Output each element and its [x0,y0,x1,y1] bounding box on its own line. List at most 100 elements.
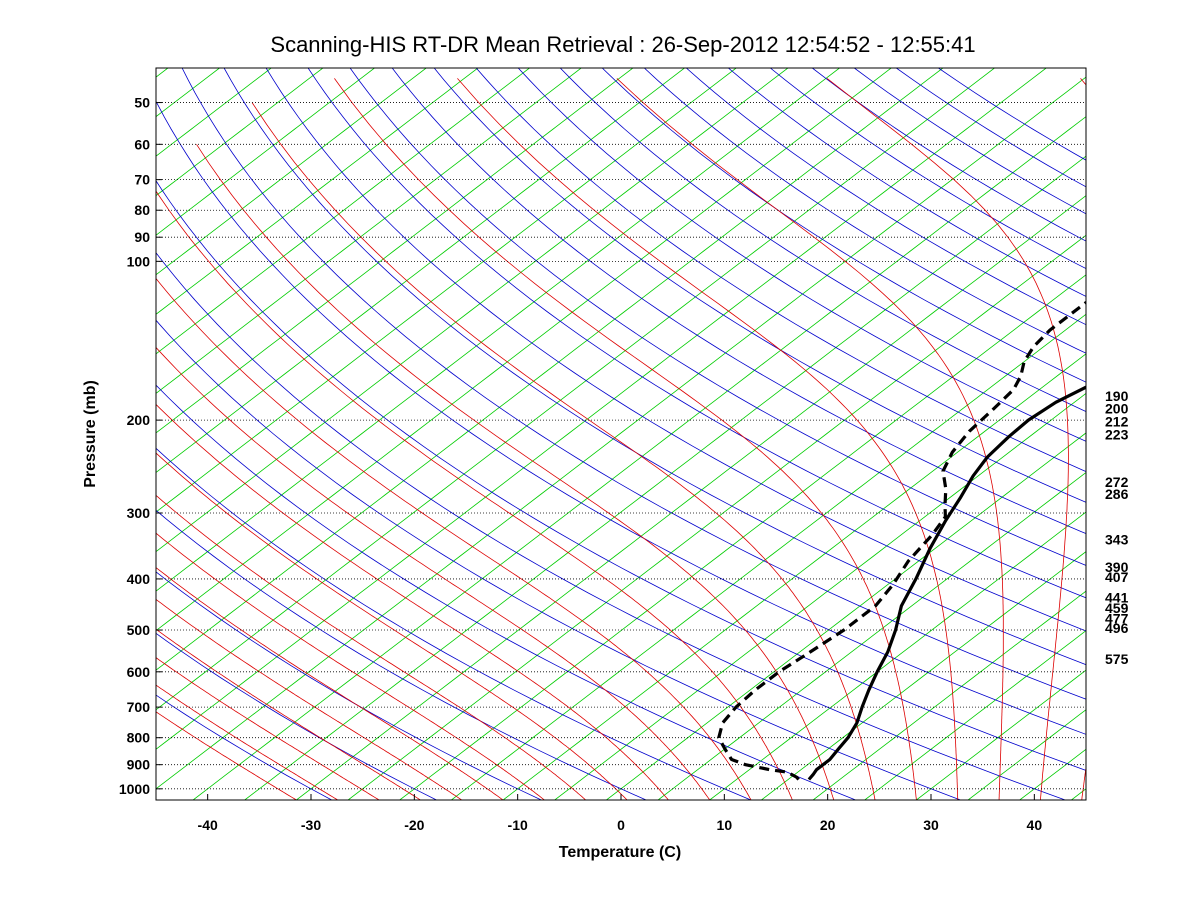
right-level-label: 407 [1105,569,1129,585]
chart-title: Scanning-HIS RT-DR Mean Retrieval : 26-S… [270,32,975,57]
y-tick-label: 600 [127,664,151,680]
moist-adiabat-line [156,277,752,800]
isotherm-line [916,669,1086,800]
right-level-label: 190 [1105,388,1129,404]
y-axis-label: Pressure (mb) [82,380,99,488]
x-tick-label: 20 [820,817,836,833]
y-tick-label: 200 [127,412,151,428]
isotherm-line [156,68,840,592]
right-level-label: 459 [1105,600,1129,616]
isotherm-line [156,68,427,276]
isotherm-line [156,68,1047,750]
moist-adiabat-line [156,567,504,800]
moist-adiabat-line [156,628,421,800]
isotherm-line [156,68,375,236]
pressure-grid [156,102,1086,790]
isotherm-line [156,68,324,197]
moist-adiabat-line [156,532,545,800]
moist-adiabat-line [156,452,628,800]
y-tick-label: 100 [127,253,151,269]
dry-adiabat-line [223,68,1086,666]
dry-adiabat-line [644,68,1086,354]
isotherm-line [657,472,1086,800]
temperature-profile-line [807,385,1086,781]
y-tick-label: 50 [134,95,150,111]
isotherm-line [156,68,634,434]
right-level-label: 441 [1105,590,1129,606]
moist-adiabat-line [251,102,876,800]
right-level-label: 477 [1105,610,1129,626]
moist-adiabat-line [156,711,297,800]
moist-adiabat-line [196,144,835,800]
dry-adiabat-line [265,68,1086,632]
dry-adiabat-line [156,319,961,800]
right-level-label: 272 [1105,474,1129,490]
dry-adiabat-line [517,68,1086,442]
isotherm-line [864,630,1086,800]
right-level-label: 390 [1105,559,1129,575]
dry-adiabat-line [770,68,1086,270]
x-tick-label: -20 [404,817,424,833]
isotherm-line [156,68,737,513]
y-axis: 50 60 70 80 90 100 200 300 400 500 600 700 800 900 100… [119,95,150,797]
isotherm-line [347,234,1086,800]
x-tick-label: -40 [198,817,218,833]
isotherm-line [451,313,1086,800]
isotherm-line [156,76,1086,790]
dewpoint-profile-line [717,300,1086,781]
dry-adiabat-line [156,179,1086,771]
right-level-label: 212 [1105,413,1129,429]
y-tick-label: 1000 [119,781,150,797]
dry-adiabat-line [156,632,437,800]
isotherm-line [296,195,1086,800]
plot-frame [155,67,1087,801]
dry-adiabat-line [475,68,1086,472]
dry-adiabat-line [156,447,751,800]
y-tick-label: 60 [134,136,150,152]
y-tick-label: 800 [127,730,151,746]
moist-adiabat-line [156,190,793,800]
dry-adiabat-line [896,68,1086,188]
x-axis: -40 -30 -20 -10 0 10 20 30 40 [198,794,1042,833]
isotherm-line [554,392,1086,800]
moist-adiabat-line [156,598,462,800]
y-tick-label: 80 [134,202,150,218]
dry-adiabat-line [156,571,542,800]
y-tick-label: 70 [134,172,150,188]
y-tick-label: 90 [134,229,150,245]
right-level-label: 223 [1105,427,1129,443]
dry-adiabat-line [391,68,1086,535]
isotherm-line [156,68,995,711]
y-tick-label: 700 [127,699,151,715]
dry-adiabat-line [349,68,1086,566]
x-axis-label: Temperature (C) [559,844,681,861]
moist-adiabat-line [457,78,959,800]
isotherm-line [156,68,892,632]
moist-adiabat-line [616,78,1004,800]
x-tick-label: -10 [508,817,528,833]
moist-adiabat-line [156,346,711,800]
dry-adiabat-line [728,68,1086,297]
moist-adiabat-line [156,403,669,800]
dry-adiabat-line [686,68,1086,326]
isotherm-line [156,68,685,474]
isotherm-line [606,432,1086,800]
right-level-label: 343 [1105,532,1129,548]
dry-adiabat-line [854,68,1086,215]
profiles [717,300,1086,781]
y-tick-label: 300 [127,505,151,521]
moist-adiabat-line [156,494,586,800]
isotherm-line [156,68,479,315]
y-tick-label: 500 [127,622,151,638]
x-tick-label: 0 [617,817,625,833]
dry-adiabat-line [156,252,1066,800]
isotherm-line [399,274,1086,800]
dry-adiabat-line [559,68,1086,412]
moist-adiabat-line [156,657,380,800]
y-tick-label: 400 [127,571,151,587]
dry-adiabat-line [812,68,1086,242]
dry-adiabat-line [601,68,1086,383]
x-tick-label: 30 [923,817,939,833]
